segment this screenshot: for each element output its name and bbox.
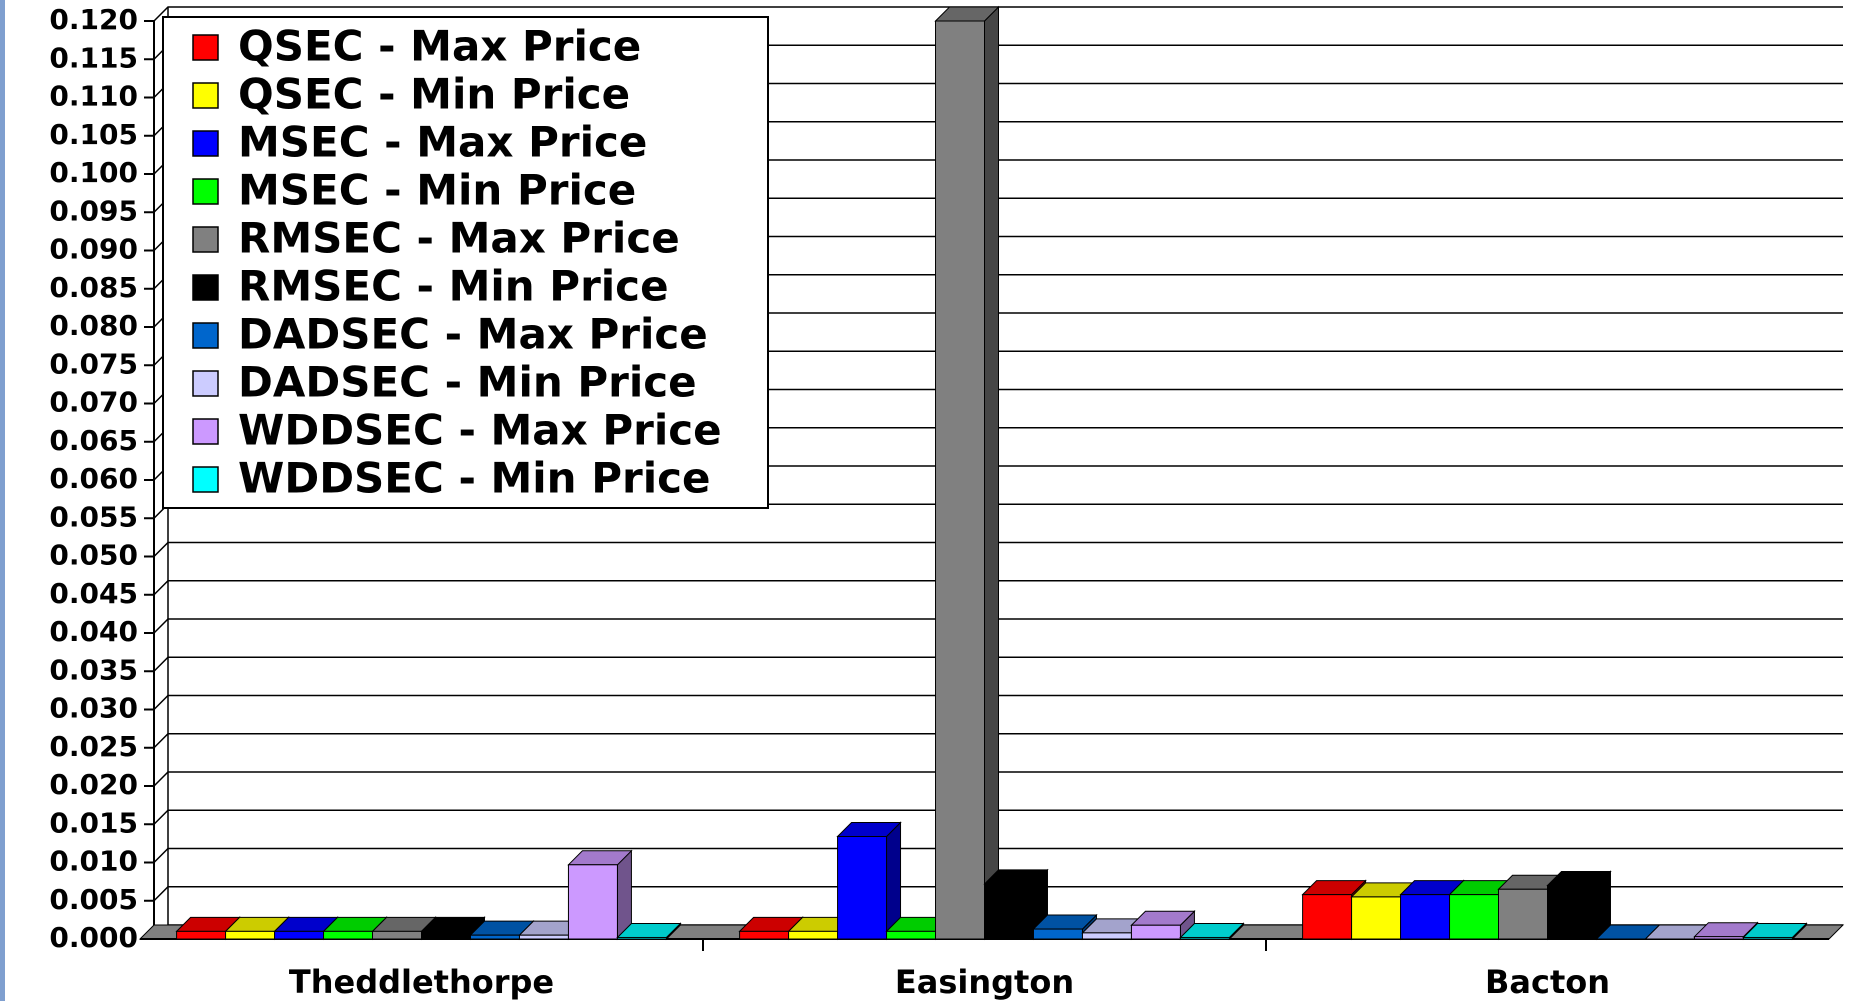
bar (1081, 932, 1132, 940)
y-tick-label: 0.020 (49, 768, 138, 801)
y-tick-label: 0.000 (49, 921, 138, 954)
legend-label: DADSEC - Min Price (238, 358, 697, 407)
bar (372, 930, 423, 940)
bar (1742, 936, 1793, 940)
bar (1449, 894, 1500, 940)
legend-label: WDDSEC - Max Price (238, 406, 722, 455)
bar (469, 934, 520, 940)
bar (225, 930, 276, 940)
y-tick-label: 0.080 (49, 309, 138, 342)
bar (421, 930, 471, 940)
y-tick-label: 0.035 (49, 653, 138, 686)
y-tick-label: 0.065 (49, 424, 138, 457)
legend-swatch (192, 178, 219, 205)
legend-swatch (192, 82, 219, 109)
legend-swatch (192, 322, 219, 349)
x-tick-label: Bacton (1485, 963, 1610, 1001)
legend-label: DADSEC - Max Price (238, 310, 708, 359)
bar (1498, 888, 1549, 940)
bar (837, 835, 888, 940)
bar (935, 20, 985, 940)
y-tick-label: 0.090 (49, 233, 138, 266)
legend-label: RMSEC - Min Price (238, 262, 669, 311)
legend-label: MSEC - Max Price (238, 118, 647, 167)
y-tick-label: 0.075 (49, 347, 138, 380)
bar (1179, 936, 1230, 940)
y-tick-label: 0.005 (49, 883, 138, 916)
y-tick-label: 0.050 (49, 539, 138, 572)
y-tick-label: 0.115 (49, 41, 138, 74)
bar (886, 930, 937, 940)
y-tick-label: 0.085 (49, 271, 138, 304)
legend-label: WDDSEC - Min Price (238, 454, 710, 503)
y-tick-label: 0.105 (49, 118, 138, 151)
bar-side (984, 5, 999, 941)
legend-swatch (192, 370, 219, 397)
legend-box (162, 16, 769, 509)
bar (176, 930, 227, 940)
y-tick-label: 0.100 (49, 156, 138, 189)
x-tick-label: Easington (895, 963, 1074, 1001)
bar (984, 883, 1034, 940)
bar (1693, 936, 1744, 940)
legend-label: RMSEC - Max Price (238, 214, 680, 263)
y-tick-label: 0.045 (49, 577, 138, 610)
edge-strip (0, 0, 5, 1001)
bar (1130, 924, 1181, 940)
y-tick-label: 0.040 (49, 615, 138, 648)
bar (616, 936, 667, 940)
legend-swatch (192, 418, 219, 445)
y-tick-label: 0.025 (49, 730, 138, 763)
bar (1547, 884, 1597, 940)
bar (1032, 928, 1083, 940)
bar (1302, 894, 1353, 940)
legend-swatch (192, 226, 219, 253)
x-tick-label: Theddlethorpe (289, 963, 554, 1001)
y-tick-label: 0.110 (49, 80, 138, 113)
legend-swatch (192, 130, 219, 157)
legend-swatch (192, 466, 219, 493)
y-tick-label: 0.030 (49, 692, 138, 725)
bar (274, 930, 325, 940)
legend-label: QSEC - Max Price (238, 22, 641, 71)
bar (1400, 894, 1451, 940)
y-tick-label: 0.060 (49, 462, 138, 495)
legend-label: MSEC - Min Price (238, 166, 636, 215)
legend-swatch (192, 274, 219, 301)
bar (1351, 896, 1402, 940)
y-tick-label: 0.055 (49, 500, 138, 533)
y-tick-label: 0.015 (49, 806, 138, 839)
bar (567, 864, 618, 940)
y-tick-label: 0.070 (49, 386, 138, 419)
y-tick-label: 0.095 (49, 194, 138, 227)
bar (518, 934, 569, 940)
bar (739, 930, 790, 940)
bar (323, 930, 374, 940)
y-tick-label: 0.010 (49, 845, 138, 878)
legend-swatch (192, 34, 219, 61)
bar (788, 930, 839, 940)
legend-label: QSEC - Min Price (238, 70, 630, 119)
y-tick-label: 0.120 (49, 3, 138, 36)
